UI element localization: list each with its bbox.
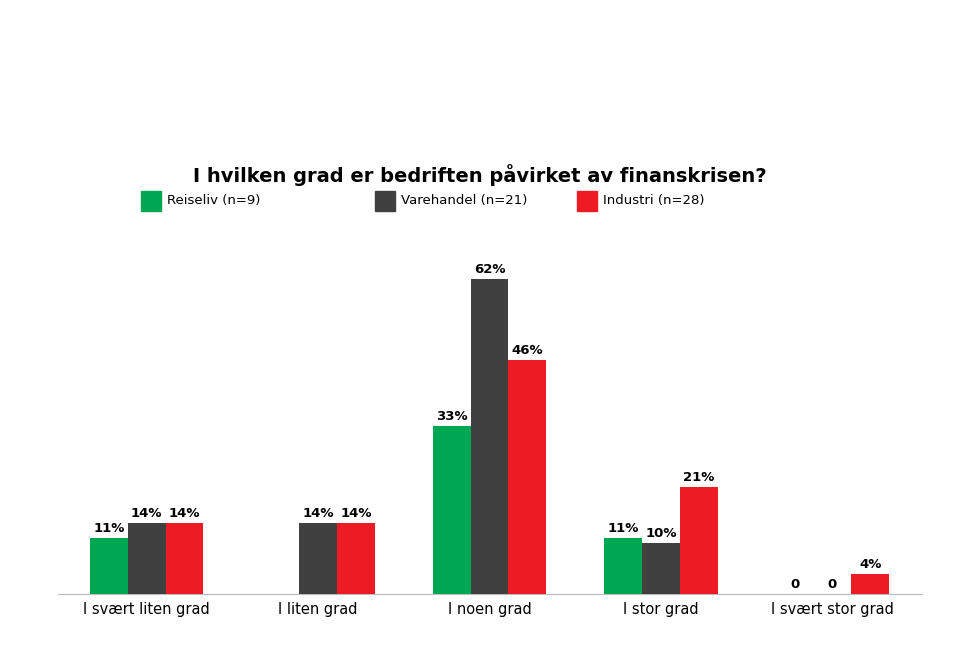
Text: 14%: 14%: [340, 507, 372, 519]
Text: 62%: 62%: [474, 263, 505, 275]
Text: Reiselivsbedriftene er minst, og industribedriftene: Reiselivsbedriftene er minst, og industr…: [24, 42, 704, 66]
Bar: [128, 523, 165, 594]
Text: Reiseliv (n=9): Reiseliv (n=9): [167, 194, 260, 207]
Text: 4%: 4%: [859, 558, 881, 571]
Bar: [680, 487, 718, 594]
Text: 14%: 14%: [131, 507, 162, 519]
Text: 14%: 14%: [169, 507, 201, 519]
Text: mest påvirket av finanskrisen: mest påvirket av finanskrisen: [24, 92, 421, 120]
Bar: [375, 191, 396, 211]
Text: 46%: 46%: [512, 344, 543, 357]
Bar: [470, 279, 509, 594]
Text: Industri (n=28): Industri (n=28): [603, 194, 704, 207]
Text: 14%: 14%: [302, 507, 334, 519]
Text: I hvilken grad er bedriften påvirket av finanskrisen?: I hvilken grad er bedriften påvirket av …: [193, 164, 767, 186]
Bar: [605, 538, 642, 594]
Bar: [509, 360, 546, 594]
Bar: [852, 574, 889, 594]
Text: 11%: 11%: [93, 522, 125, 535]
Bar: [337, 523, 374, 594]
Bar: [577, 191, 597, 211]
Text: 21%: 21%: [684, 471, 714, 484]
Text: 33%: 33%: [436, 410, 468, 423]
Text: Varehandel (n=21): Varehandel (n=21): [401, 194, 527, 207]
Bar: [642, 543, 680, 594]
Text: 0: 0: [828, 578, 837, 591]
Bar: [300, 523, 337, 594]
Text: 0: 0: [790, 578, 800, 591]
Bar: [433, 426, 470, 594]
Text: 10%: 10%: [645, 527, 677, 540]
Text: 11%: 11%: [608, 522, 639, 535]
Bar: [141, 191, 161, 211]
Bar: [90, 538, 128, 594]
Bar: [165, 523, 204, 594]
